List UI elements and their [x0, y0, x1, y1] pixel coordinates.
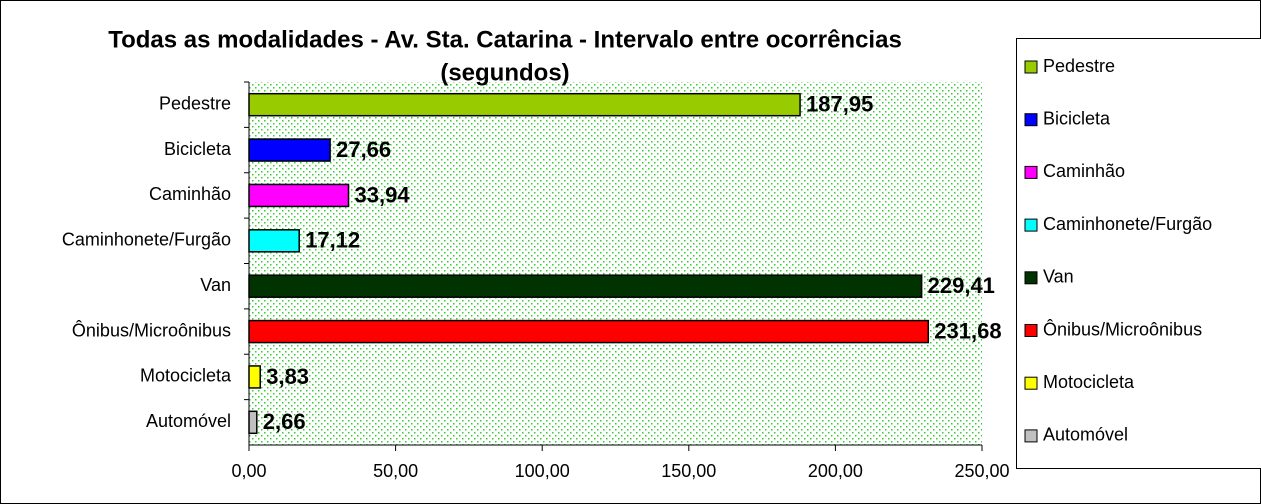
data-label: 229,41 [928, 273, 995, 298]
legend-label: Bicicleta [1043, 108, 1111, 128]
bar [248, 410, 258, 435]
y-tick-label: Pedestre [159, 93, 231, 113]
legend-swatch [1024, 165, 1038, 179]
bar [248, 183, 350, 208]
chart-title: Todas as modalidades - Av. Sta. Catarina… [108, 26, 902, 53]
x-tick-label: 250,00 [954, 461, 1009, 481]
y-tick-label: Caminhonete/Furgão [62, 230, 231, 250]
data-label: 2,66 [263, 409, 306, 434]
y-tick-label: Bicicleta [164, 139, 232, 159]
plot-area [249, 82, 982, 445]
y-tick-label: Motocicleta [140, 366, 232, 386]
legend-swatch [1024, 113, 1038, 127]
y-tick-label: Ônibus/Microônibus [72, 319, 231, 340]
y-tick-label: Caminhão [149, 184, 231, 204]
legend-label: Motocicleta [1043, 372, 1135, 392]
legend-label: Caminhonete/Furgão [1043, 214, 1212, 234]
data-label: 27,66 [336, 137, 391, 162]
x-tick-label: 100,00 [515, 461, 570, 481]
legend-swatch [1024, 429, 1038, 443]
legend-label: Van [1043, 267, 1074, 287]
x-tick-label: 200,00 [808, 461, 863, 481]
x-tick-label: 150,00 [661, 461, 716, 481]
data-label: 187,95 [806, 92, 873, 117]
data-label: 231,68 [934, 318, 1001, 343]
legend-label: Pedestre [1043, 56, 1115, 76]
legend-label: Automóvel [1043, 425, 1128, 445]
chart-title: (segundos) [440, 59, 569, 86]
bar [248, 365, 261, 389]
legend-box [1016, 38, 1261, 469]
x-tick-label: 0,00 [231, 461, 266, 481]
legend-swatch [1024, 218, 1038, 232]
bar [248, 138, 331, 162]
legend-swatch [1024, 60, 1038, 74]
data-label: 3,83 [266, 364, 309, 389]
data-label: 33,94 [355, 182, 411, 207]
data-label: 17,12 [305, 228, 360, 253]
bar [248, 274, 923, 298]
bar [248, 92, 801, 117]
legend-swatch [1024, 271, 1038, 285]
y-tick-label: Automóvel [146, 411, 231, 431]
y-tick-label: Van [200, 275, 231, 295]
legend-label: Ônibus/Microônibus [1043, 318, 1202, 339]
bar [248, 319, 930, 344]
legend-swatch [1024, 324, 1038, 337]
legend-swatch [1024, 376, 1038, 390]
bar [248, 229, 300, 253]
legend-label: Caminhão [1043, 161, 1125, 181]
x-tick-label: 50,00 [373, 461, 418, 481]
